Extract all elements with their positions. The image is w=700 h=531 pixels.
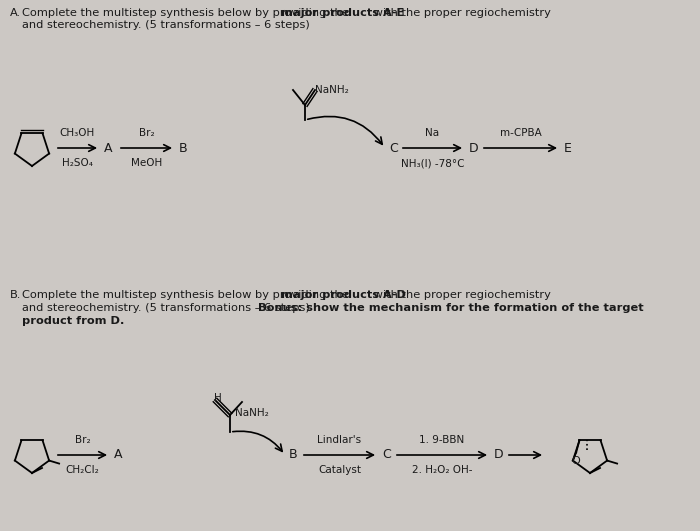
Text: CH₂Cl₂: CH₂Cl₂ (66, 465, 99, 475)
Text: major products A-D: major products A-D (281, 290, 406, 300)
Text: NaNH₂: NaNH₂ (315, 85, 349, 95)
Text: C: C (389, 141, 398, 155)
Text: H₂SO₄: H₂SO₄ (62, 158, 93, 168)
Text: product from D.: product from D. (22, 316, 125, 326)
Text: B.: B. (10, 290, 22, 300)
Text: B: B (289, 449, 298, 461)
Text: with the proper regiochemistry: with the proper regiochemistry (370, 290, 551, 300)
Text: and stereochemistry. (5 transformations – 6 steps): and stereochemistry. (5 transformations … (22, 303, 314, 313)
Text: Na: Na (426, 128, 440, 138)
Text: O: O (572, 457, 580, 466)
Text: MeOH: MeOH (131, 158, 162, 168)
Text: and stereochemistry. (5 transformations – 6 steps): and stereochemistry. (5 transformations … (22, 20, 309, 30)
Text: A: A (114, 449, 122, 461)
Text: Br₂: Br₂ (139, 128, 154, 138)
Text: major products A-E: major products A-E (281, 8, 404, 18)
Text: Catalyst: Catalyst (318, 465, 361, 475)
Text: Bonus: show the mechanism for the formation of the target: Bonus: show the mechanism for the format… (258, 303, 643, 313)
Text: A: A (104, 141, 113, 155)
Text: 1. 9-BBN: 1. 9-BBN (419, 435, 465, 445)
Text: C: C (382, 449, 391, 461)
Text: CH₃OH: CH₃OH (60, 128, 95, 138)
Text: NH₃(l) -78°C: NH₃(l) -78°C (400, 158, 464, 168)
Text: 2. H₂O₂ OH-: 2. H₂O₂ OH- (412, 465, 472, 475)
Text: Complete the multistep synthesis below by providing the: Complete the multistep synthesis below b… (22, 8, 352, 18)
Text: D: D (469, 141, 479, 155)
Text: E: E (564, 141, 572, 155)
Text: with the proper regiochemistry: with the proper regiochemistry (370, 8, 551, 18)
Text: NaNH₂: NaNH₂ (235, 408, 269, 418)
Text: Lindlar's: Lindlar's (317, 435, 362, 445)
Text: D: D (494, 449, 503, 461)
Text: Br₂: Br₂ (75, 435, 90, 445)
Text: B: B (179, 141, 188, 155)
Text: m-CPBA: m-CPBA (500, 128, 541, 138)
Text: H: H (214, 393, 222, 403)
Text: A.: A. (10, 8, 21, 18)
Text: Complete the multistep synthesis below by providing the: Complete the multistep synthesis below b… (22, 290, 352, 300)
